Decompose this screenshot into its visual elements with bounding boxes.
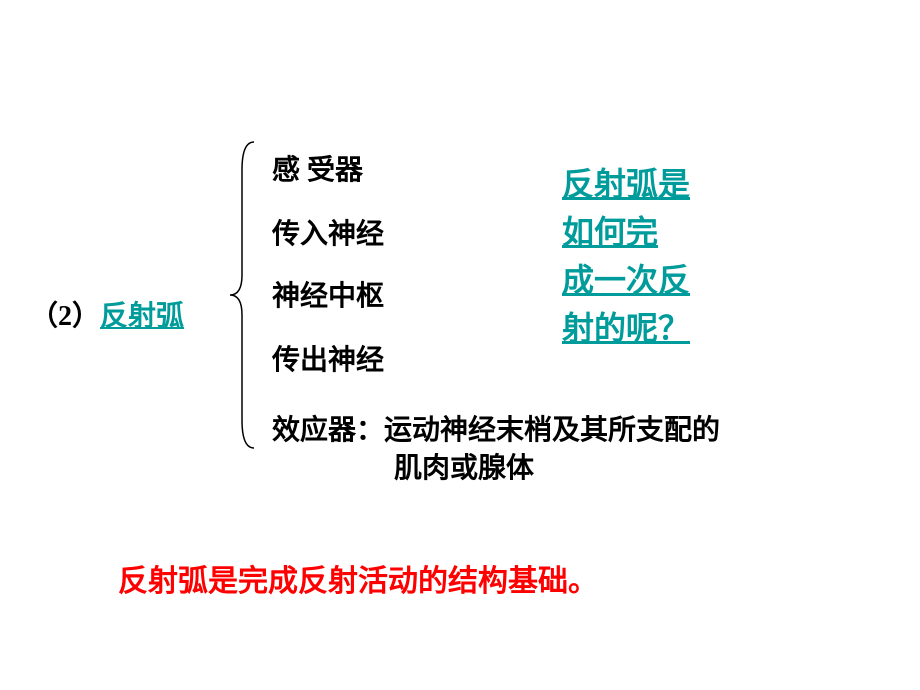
item-receptor: 感 受器: [272, 148, 363, 188]
slide-container: （2）反射弧 感 受器 传入神经 神经中枢 传出神经 效应器：运动神经末梢及其所…: [0, 0, 920, 690]
link-line-1: 反射弧是: [562, 166, 690, 202]
link-line-2: 如何完: [562, 214, 658, 250]
topic-name[interactable]: 反射弧: [100, 301, 184, 332]
item-effector-line1: 效应器：运动神经末梢及其所支配的: [272, 408, 720, 448]
topic-number: （2）: [30, 301, 100, 332]
item-effector-line2: 肌肉或腺体: [394, 446, 534, 486]
link-line-4: 射的呢？: [562, 310, 690, 346]
conclusion-text: 反射弧是完成反射活动的结构基础。: [118, 556, 598, 600]
question-link[interactable]: 反射弧是 如何完 成一次反 射的呢？: [562, 160, 690, 352]
link-line-3: 成一次反: [562, 262, 690, 298]
item-afferent: 传入神经: [272, 212, 384, 252]
brace-icon: [228, 140, 256, 450]
item-efferent: 传出神经: [272, 338, 384, 378]
topic-label: （2）反射弧: [30, 294, 184, 334]
item-center: 神经中枢: [272, 274, 384, 314]
